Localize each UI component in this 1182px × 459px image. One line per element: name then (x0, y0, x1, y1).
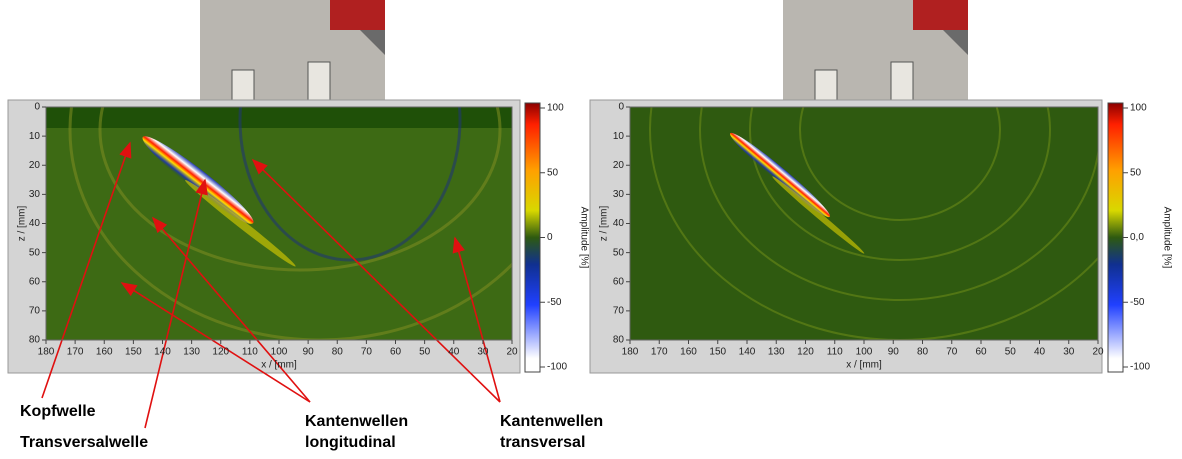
x-tick-label: 170 (651, 347, 668, 358)
x-axis-title: x / [mm] (846, 360, 882, 371)
y-tick-label: 0 (34, 102, 40, 113)
x-tick-label: 120 (212, 347, 229, 358)
x-tick-label: 130 (183, 347, 200, 358)
x-tick-label: 30 (1063, 347, 1075, 358)
x-tick-label: 20 (506, 347, 518, 358)
x-tick-label: 40 (1034, 347, 1046, 358)
colorbar-tick-label: -100 (1130, 362, 1150, 373)
colorbar (1107, 102, 1124, 373)
x-tick-label: 20 (1092, 347, 1104, 358)
y-tick-label: 70 (613, 306, 625, 317)
annotation: Kopfwelle (20, 403, 96, 420)
x-tick-label: 150 (709, 347, 726, 358)
y-tick-label: 0 (618, 102, 624, 113)
photo (200, 0, 385, 108)
x-tick-label: 160 (96, 347, 113, 358)
wave-field (630, 107, 1098, 340)
x-tick-label: 140 (154, 347, 171, 358)
colorbar-tick-label: -100 (547, 362, 567, 373)
annotation: transversal (500, 434, 585, 451)
x-tick-label: 80 (332, 347, 344, 358)
y-tick-label: 80 (29, 335, 41, 346)
y-tick-label: 40 (613, 218, 625, 229)
x-tick-label: 180 (622, 347, 639, 358)
annotation: longitudinal (305, 434, 396, 451)
photo (783, 0, 968, 108)
colorbar-tick-label: 100 (547, 103, 564, 114)
colorbar-tick-label: 0,0 (1130, 232, 1144, 243)
x-tick-label: 50 (419, 347, 431, 358)
x-tick-label: 170 (67, 347, 84, 358)
y-tick-label: 50 (613, 247, 625, 258)
x-tick-label: 90 (303, 347, 315, 358)
x-axis-title: x / [mm] (261, 360, 297, 371)
x-tick-label: 100 (271, 347, 288, 358)
annotation: Kantenwellen (305, 413, 408, 430)
x-tick-label: 90 (888, 347, 900, 358)
x-tick-label: 60 (975, 347, 987, 358)
y-tick-label: 20 (29, 160, 41, 171)
y-tick-label: 70 (29, 306, 41, 317)
x-tick-label: 40 (448, 347, 460, 358)
y-tick-label: 10 (29, 131, 41, 142)
x-tick-label: 80 (917, 347, 929, 358)
colorbar (524, 102, 541, 373)
y-tick-label: 60 (613, 276, 625, 287)
colorbar-tick-label: 50 (547, 167, 559, 178)
y-tick-label: 40 (29, 218, 41, 229)
x-tick-label: 30 (477, 347, 489, 358)
x-tick-label: 130 (768, 347, 785, 358)
x-tick-label: 60 (390, 347, 402, 358)
y-tick-label: 30 (613, 189, 625, 200)
x-tick-label: 160 (680, 347, 697, 358)
x-tick-label: 150 (125, 347, 142, 358)
colorbar-tick-label: -50 (547, 297, 562, 308)
x-tick-label: 70 (361, 347, 373, 358)
colorbar-title: Amplitude [%] (578, 207, 589, 269)
annotation: Transversalwelle (20, 434, 148, 451)
colorbar-tick-label: 0 (547, 232, 553, 243)
x-tick-label: 110 (827, 347, 843, 358)
colorbar-tick-label: 100 (1130, 103, 1147, 114)
colorbar-title: Amplitude [%] (1161, 207, 1172, 269)
y-tick-label: 20 (613, 160, 625, 171)
colorbar-tick-label: 50 (1130, 167, 1142, 178)
y-axis-title: z / [mm] (17, 206, 28, 242)
x-tick-label: 110 (242, 347, 258, 358)
x-tick-label: 50 (1005, 347, 1017, 358)
x-tick-label: 120 (797, 347, 814, 358)
y-tick-label: 60 (29, 276, 41, 287)
y-tick-label: 10 (613, 131, 625, 142)
colorbar-tick-label: -50 (1130, 297, 1145, 308)
x-tick-label: 100 (856, 347, 873, 358)
x-tick-label: 180 (38, 347, 55, 358)
annotation-arrows (41, 141, 501, 429)
y-tick-label: 50 (29, 247, 41, 258)
y-axis-title: z / [mm] (599, 206, 610, 242)
x-tick-label: 70 (946, 347, 958, 358)
annotation: Kantenwellen (500, 413, 603, 430)
x-tick-label: 140 (739, 347, 756, 358)
y-tick-label: 80 (613, 335, 625, 346)
y-tick-label: 30 (29, 189, 41, 200)
